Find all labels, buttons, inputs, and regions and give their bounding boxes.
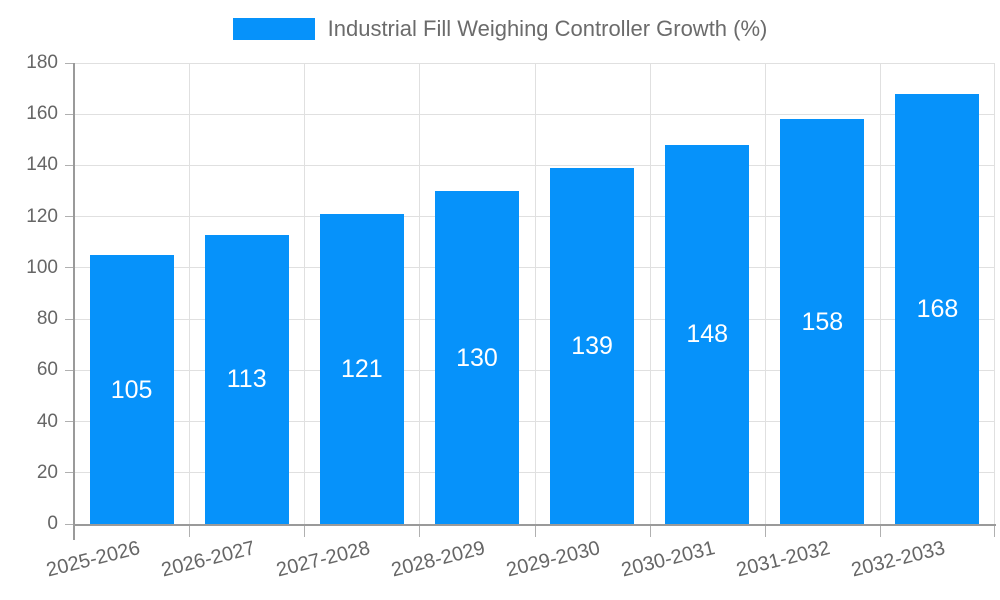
x-axis-line <box>73 524 996 526</box>
x-gridline <box>649 63 651 524</box>
x-gridline <box>764 63 766 524</box>
y-tick-label: 40 <box>36 410 58 432</box>
x-tick-label: 2025-2026 <box>43 537 142 582</box>
y-tick-label: 60 <box>36 359 58 381</box>
y-tick-mark <box>65 164 73 166</box>
x-gridline <box>304 63 306 524</box>
x-tick-mark <box>879 526 881 537</box>
y-tick-label: 120 <box>26 205 58 227</box>
y-tick-mark <box>65 62 73 64</box>
x-tick-label: 2031-2032 <box>734 537 833 582</box>
y-tick-mark <box>65 523 73 525</box>
x-tick-mark <box>649 526 651 537</box>
y-tick-mark <box>65 369 73 371</box>
chart-legend[interactable]: Industrial Fill Weighing Controller Grow… <box>0 16 1000 42</box>
y-tick-mark <box>65 216 73 218</box>
x-gridline <box>534 63 536 524</box>
x-gridline <box>994 63 995 524</box>
x-tick-label: 2032-2033 <box>849 537 948 582</box>
bar: 105 <box>89 255 174 524</box>
bar-value-label: 130 <box>456 343 498 372</box>
bar: 121 <box>319 214 404 524</box>
bar-value-label: 148 <box>686 320 729 349</box>
y-axis-line <box>73 63 75 540</box>
x-tick-mark <box>419 526 421 537</box>
y-tick-label: 180 <box>26 52 58 73</box>
y-tick-mark <box>65 421 73 423</box>
x-tick-mark <box>764 526 766 537</box>
legend-label: Industrial Fill Weighing Controller Grow… <box>327 16 768 41</box>
x-tick-label: 2026-2027 <box>158 537 258 582</box>
bar-value-label: 139 <box>571 331 613 360</box>
x-gridline <box>879 63 881 524</box>
x-tick-mark <box>534 526 536 537</box>
bar: 113 <box>204 234 289 524</box>
y-tick-mark <box>65 267 73 269</box>
bar: 148 <box>665 144 750 524</box>
bar: 158 <box>780 119 865 524</box>
x-tick-label: 2028-2029 <box>389 537 488 582</box>
x-tick-mark <box>189 526 191 537</box>
legend-swatch[interactable] <box>232 18 315 40</box>
y-tick-label: 0 <box>47 513 58 534</box>
bar-value-label: 113 <box>226 365 267 394</box>
x-gridline <box>419 63 421 524</box>
x-tick-mark <box>994 526 995 537</box>
x-tick-label: 2027-2028 <box>273 537 373 582</box>
y-tick-mark <box>65 472 73 474</box>
bar-value-label: 105 <box>110 375 153 404</box>
y-tick-label: 20 <box>36 461 58 483</box>
bar: 139 <box>550 168 635 524</box>
y-tick-mark <box>65 113 73 115</box>
bar: 130 <box>434 191 519 524</box>
plot-area: 0 20 40 60 80 100 120 140 160 180 105 113 121 130 139 1… <box>26 52 996 581</box>
bar-value-label: 158 <box>801 307 844 336</box>
y-tick-label: 100 <box>26 256 58 278</box>
bar: 168 <box>895 93 980 524</box>
x-tick-label: 2029-2030 <box>504 537 603 582</box>
bar-value-label: 121 <box>340 355 383 384</box>
x-tick-mark <box>304 526 306 537</box>
x-tick-label: 2030-2031 <box>619 537 718 582</box>
y-tick-mark <box>65 318 73 320</box>
y-tick-label: 80 <box>36 308 58 330</box>
y-tick-label: 160 <box>26 103 58 125</box>
x-gridline <box>189 63 191 524</box>
bar-value-label: 168 <box>916 294 959 323</box>
y-tick-label: 140 <box>26 154 58 176</box>
